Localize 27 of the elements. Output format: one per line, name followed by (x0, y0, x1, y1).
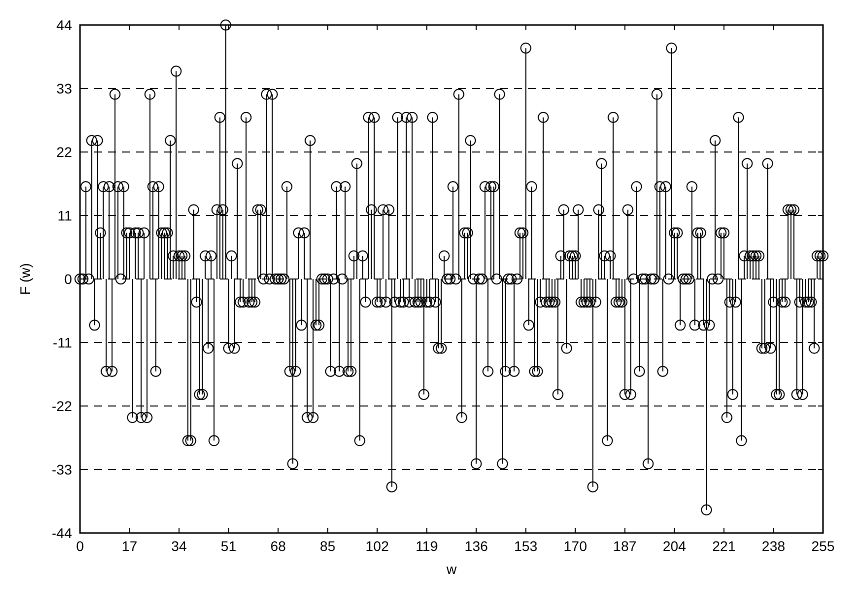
y-tick-label: -33 (52, 462, 72, 478)
x-tick-label: 0 (76, 538, 84, 554)
y-tick-label: 33 (56, 80, 72, 96)
x-tick-label: 34 (171, 538, 188, 554)
x-tick-label: 119 (416, 538, 438, 554)
x-tick-label: 51 (220, 538, 237, 554)
x-tick-label: 170 (564, 538, 588, 554)
x-tick-label: 68 (270, 538, 286, 554)
x-tick-label: 255 (811, 538, 835, 554)
x-tick-label: 204 (662, 538, 686, 554)
x-tick-label: 221 (712, 538, 736, 554)
y-tick-label: -22 (52, 398, 72, 414)
x-tick-label: 136 (464, 538, 488, 554)
y-axis-title: F (w) (17, 263, 33, 295)
y-tick-label: 44 (56, 17, 72, 33)
y-tick-label: -11 (52, 334, 72, 350)
y-tick-label: 11 (57, 208, 72, 224)
x-tick-label: 187 (613, 538, 637, 554)
y-tick-label: 0 (64, 271, 72, 287)
x-axis-title: w (445, 561, 458, 577)
x-tick-label: 85 (320, 538, 336, 554)
y-tick-label: -44 (52, 525, 72, 541)
x-tick-label: 102 (366, 538, 390, 554)
x-tick-label: 238 (762, 538, 786, 554)
x-tick-label: 153 (514, 538, 538, 554)
x-tick-label: 17 (122, 538, 138, 554)
y-tick-label: 22 (56, 144, 72, 160)
